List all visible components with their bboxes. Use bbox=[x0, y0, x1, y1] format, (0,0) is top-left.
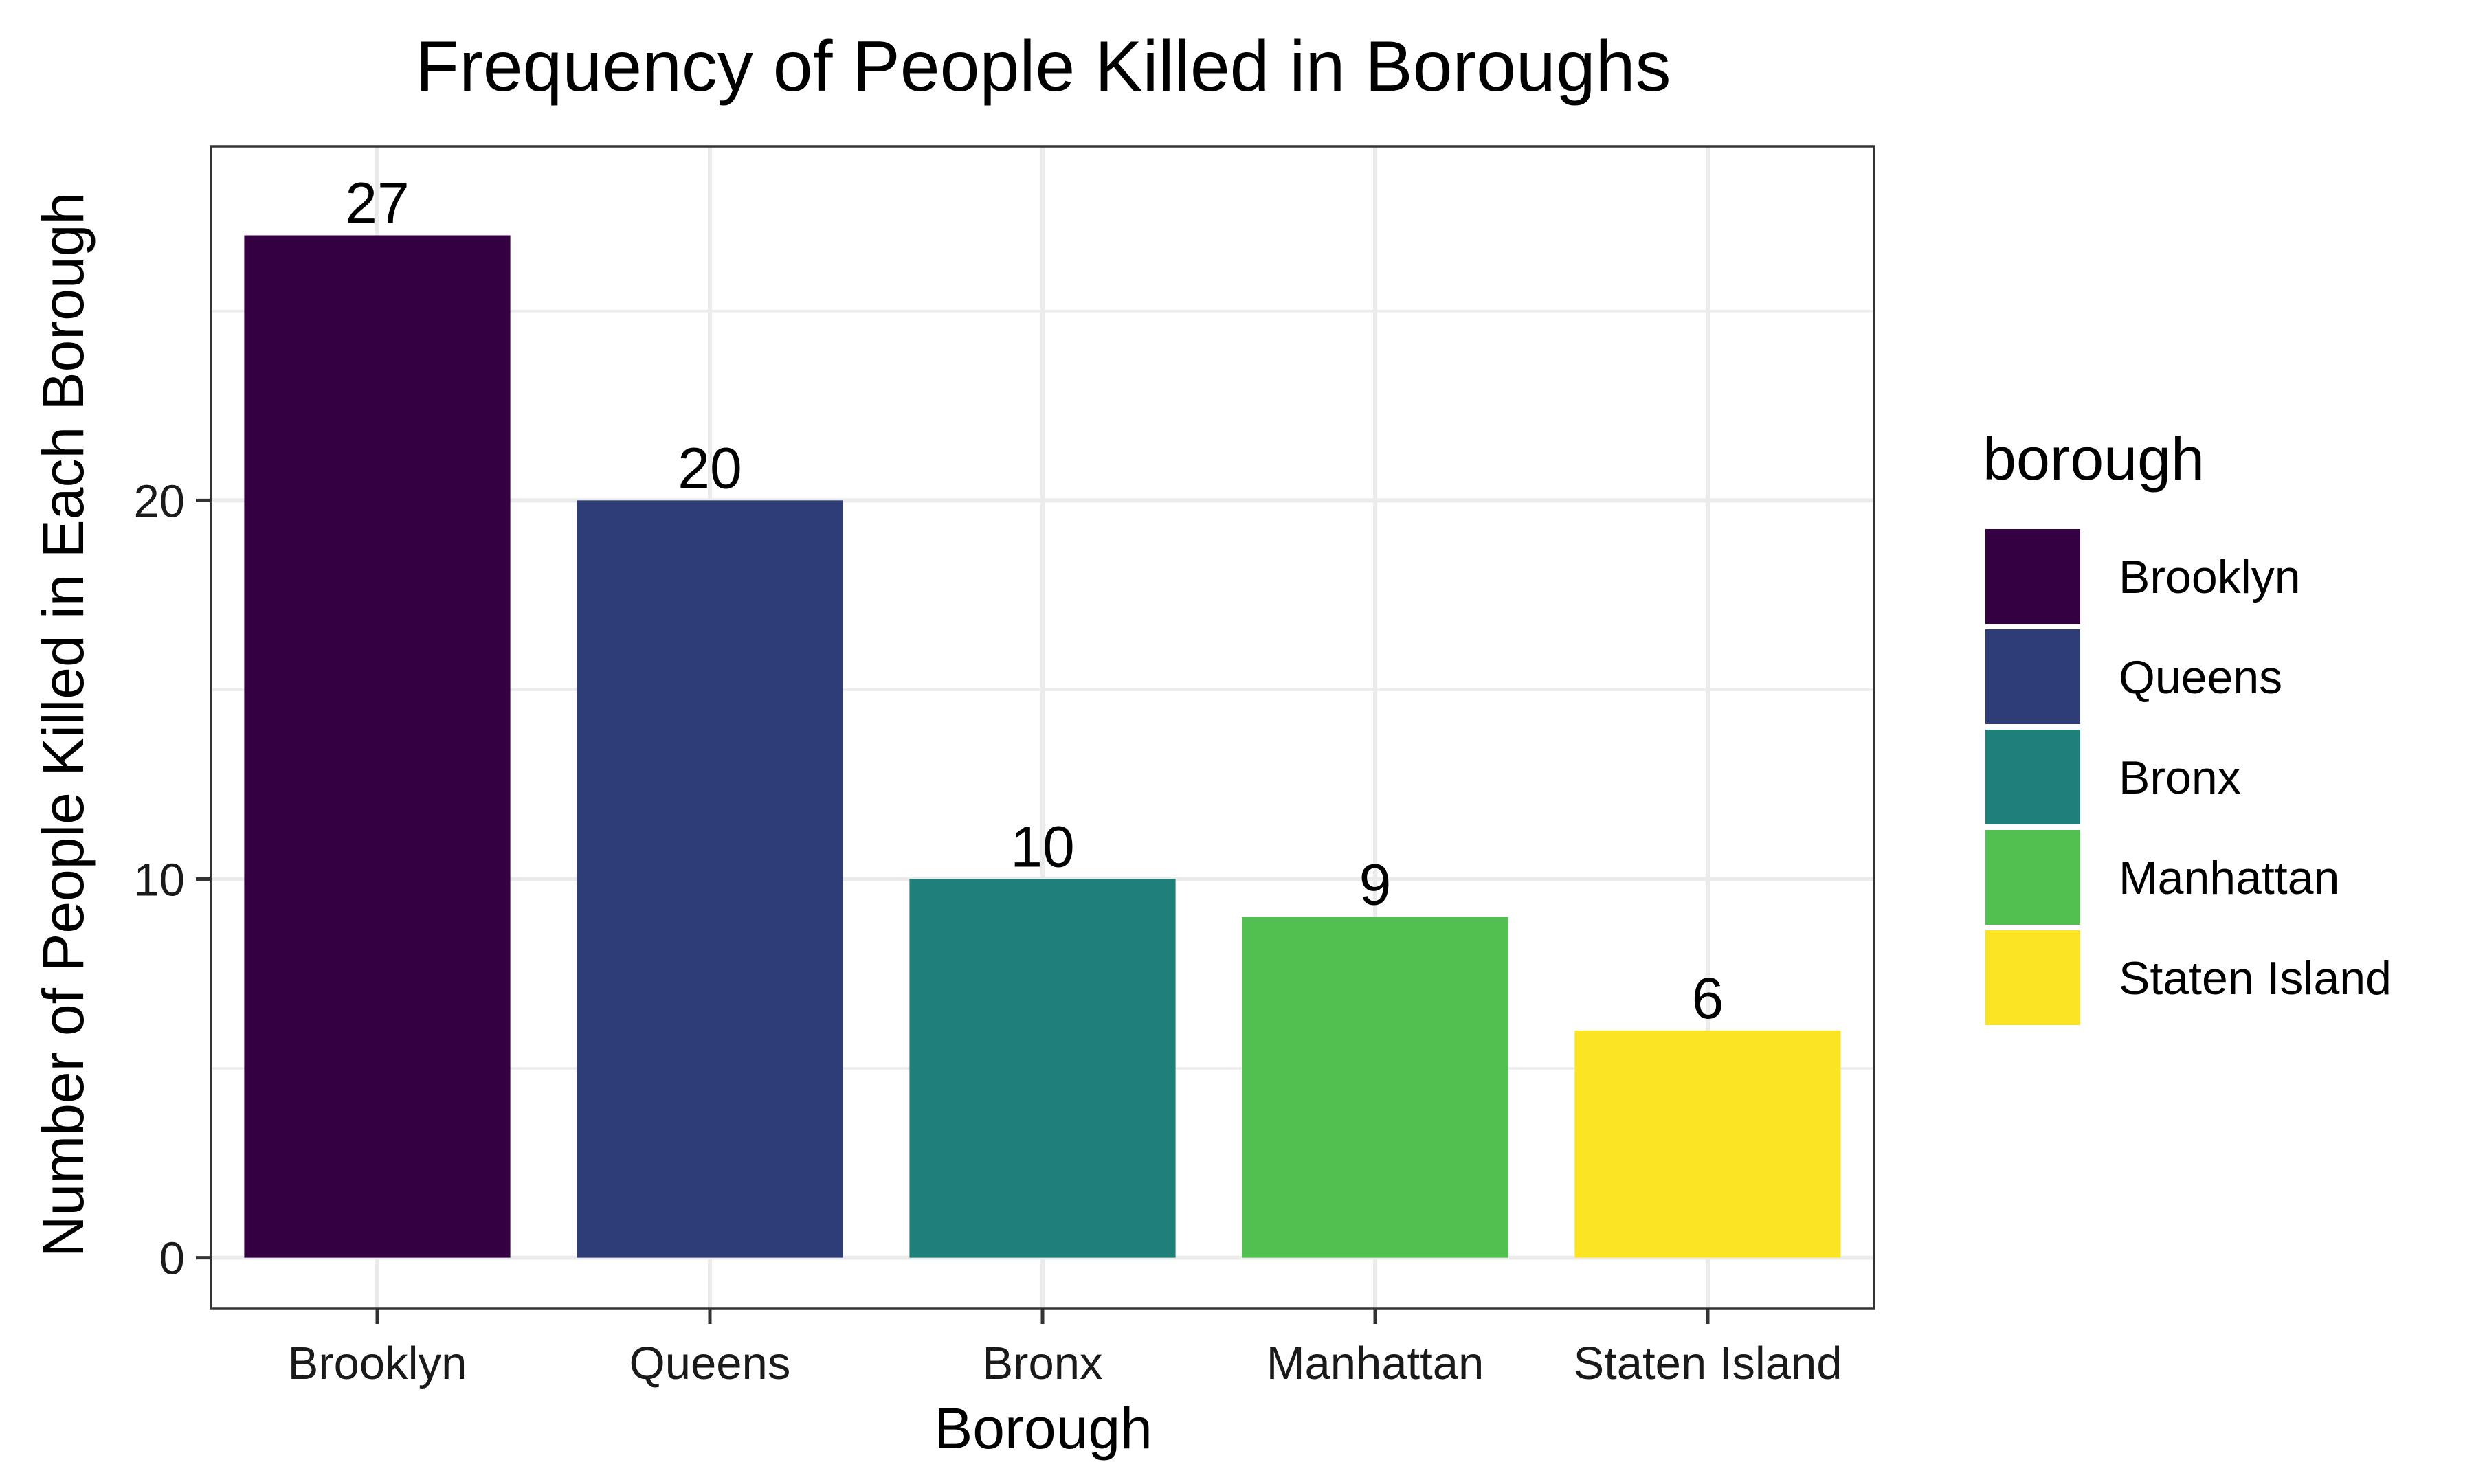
legend-label: Bronx bbox=[2119, 752, 2241, 804]
bar-manhattan bbox=[1242, 917, 1508, 1258]
x-axis: Brooklyn Queens Bronx Manhattan Staten Islan… bbox=[288, 1309, 1842, 1389]
bars bbox=[244, 235, 1841, 1258]
x-tick-label: Brooklyn bbox=[288, 1338, 467, 1389]
legend-key bbox=[1985, 830, 2080, 925]
y-tick-label: 10 bbox=[133, 854, 185, 906]
data-label: 20 bbox=[678, 436, 742, 500]
data-label: 10 bbox=[1010, 814, 1074, 879]
x-tick-label: Queens bbox=[629, 1338, 791, 1389]
plot-panel: 27 20 10 9 6 bbox=[210, 145, 1875, 1310]
legend-label: Brooklyn bbox=[2119, 551, 2301, 603]
legend-title: borough bbox=[1983, 425, 2205, 493]
bar-staten-island bbox=[1574, 1030, 1841, 1258]
legend-items: Brooklyn Queens Bronx Manhattan Staten Islan… bbox=[1985, 529, 2392, 1025]
data-label: 9 bbox=[1359, 853, 1392, 917]
legend-label: Queens bbox=[2119, 651, 2282, 704]
legend-key bbox=[1985, 730, 2080, 824]
x-tick-label: Bronx bbox=[982, 1338, 1102, 1389]
bar-brooklyn bbox=[244, 235, 511, 1258]
data-label: 27 bbox=[345, 171, 409, 236]
y-axis-title: Number of People Killed in Each Borough bbox=[31, 192, 96, 1257]
legend-key bbox=[1985, 930, 2080, 1025]
legend-label: Staten Island bbox=[2119, 952, 2392, 1004]
y-axis: 0 10 20 bbox=[133, 475, 211, 1285]
y-tick-label: 0 bbox=[159, 1233, 185, 1285]
x-axis-title: Borough bbox=[934, 1396, 1152, 1461]
bar-bronx bbox=[909, 879, 1176, 1258]
chart-title: Frequency of People Killed in Boroughs bbox=[416, 27, 1671, 106]
x-tick-label: Staten Island bbox=[1573, 1338, 1842, 1389]
y-tick-label: 20 bbox=[133, 475, 185, 527]
data-label: 6 bbox=[1692, 966, 1724, 1031]
legend-label: Manhattan bbox=[2119, 852, 2339, 904]
data-labels: 27 20 10 9 6 bbox=[345, 171, 1724, 1031]
bar-queens bbox=[577, 500, 843, 1258]
legend: borough Brooklyn Queens Bronx Manhattan Stat… bbox=[1983, 425, 2392, 1025]
legend-key bbox=[1985, 629, 2080, 724]
legend-key bbox=[1985, 529, 2080, 624]
x-tick-label: Manhattan bbox=[1267, 1338, 1484, 1389]
